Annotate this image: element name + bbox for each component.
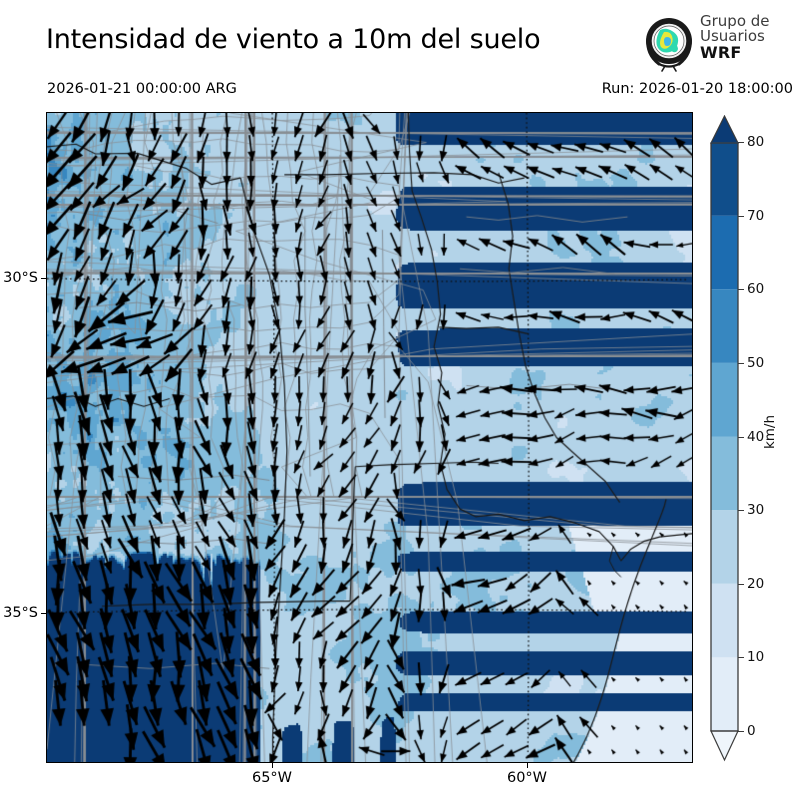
colorbar-tick-mark xyxy=(738,216,744,218)
colorbar-tick-mark xyxy=(738,142,744,144)
page-title: Intensidad de viento a 10m del suelo xyxy=(46,24,541,55)
colorbar-tick-label-7: 10 xyxy=(747,649,765,665)
colorbar-tick-mark xyxy=(738,437,744,439)
colorbar-tick-label-0: 80 xyxy=(747,134,765,150)
colorbar-tick-mark xyxy=(738,657,744,659)
colorbar-tick-label-1: 70 xyxy=(747,208,765,224)
wrf-user-group-logo: Grupo de Usuarios WRF xyxy=(640,12,796,76)
run-time-label: Run: 2026-01-20 18:00:00 xyxy=(601,81,793,97)
colorbar-tick-label-2: 60 xyxy=(747,281,765,297)
colorbar-tick-mark xyxy=(738,289,744,291)
colorbar-tick-label-6: 20 xyxy=(747,576,765,592)
colorbar-tick-mark xyxy=(738,363,744,365)
wind-speed-contour-map xyxy=(47,113,692,762)
colorbar-tick-label-5: 30 xyxy=(747,502,765,518)
logo-line-3: WRF xyxy=(700,42,742,62)
map-plot-area[interactable] xyxy=(46,112,693,763)
x-tick-mark xyxy=(272,763,273,768)
y-tick-mark xyxy=(41,613,46,614)
colorbar-tick-label-3: 50 xyxy=(747,355,765,371)
colorbar-tick-mark xyxy=(738,584,744,586)
colorbar-tick-label-8: 0 xyxy=(747,723,756,739)
colorbar-tick-mark xyxy=(738,731,744,733)
x-tick-label-0: 65°W xyxy=(251,770,293,786)
globe-emblem-icon xyxy=(640,14,698,72)
y-tick-label-1: 35°S xyxy=(3,605,38,621)
x-tick-mark xyxy=(527,763,528,768)
x-tick-label-1: 60°W xyxy=(506,770,548,786)
colorbar-unit-label: km/h xyxy=(762,414,778,450)
y-tick-mark xyxy=(41,278,46,279)
colorbar-tick-mark xyxy=(738,510,744,512)
valid-time-label: 2026-01-21 00:00:00 ARG xyxy=(47,81,237,97)
y-tick-label-0: 30°S xyxy=(3,270,38,286)
logo-line-1: Grupo de xyxy=(700,12,770,30)
colorbar[interactable] xyxy=(710,115,739,764)
logo-text: Grupo de Usuarios WRF xyxy=(700,12,770,62)
colorbar-tick-label-4: 40 xyxy=(747,429,765,445)
logo-line-2: Usuarios xyxy=(700,27,765,46)
